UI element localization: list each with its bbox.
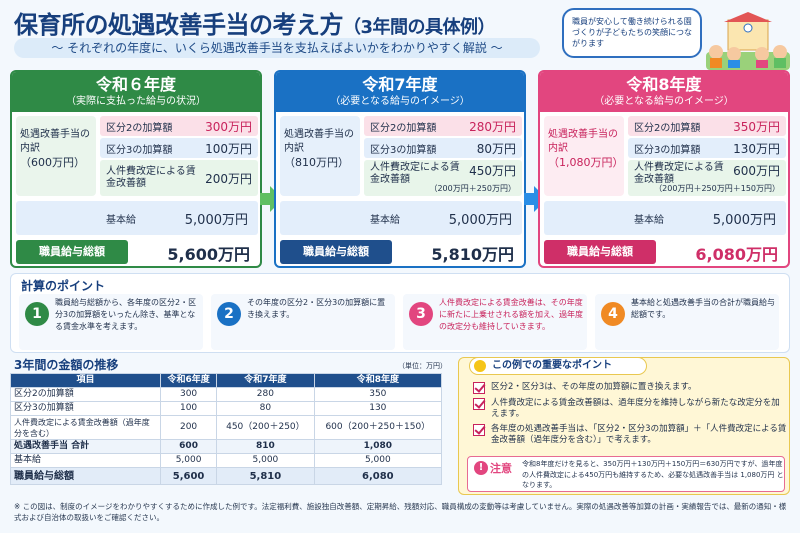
panel-note: （必要となる給与のイメージ） xyxy=(330,96,470,107)
total-salary: 職員給与総額 6,080万円 xyxy=(544,240,786,264)
important-item: 人件費改定による賃金改善額は、過年度分を維持しながら新たな改定分を加えます。 xyxy=(491,398,780,419)
important-points: この例での重要なポイント 区分2・区分3は、その年度の加算額に置き換えます。 人… xyxy=(458,357,790,495)
speech-bubble: 職員が安心して働き続けられる園づくりが子どもたちの笑顔につながります xyxy=(562,8,702,58)
point-2: 2 その年度の区分2・区分3の加算額に置き換えます。 xyxy=(211,294,395,350)
check-icon xyxy=(473,398,485,410)
table-row: 区分3の加算額 100 80 130 xyxy=(10,401,443,416)
panel-note: （実際に支払った給与の状況） xyxy=(66,96,206,107)
table-row: 人件費改定による賃金改善額（過年度分を含む） 200 450（200＋250） 600… xyxy=(10,415,443,440)
panel-year: 令和7年度 xyxy=(362,75,438,94)
table-row: 区分2の加算額 300 280 350 xyxy=(10,387,443,402)
row-wage-revision: 人件費改定による賃金改善額 600万円 （200万円＋250万円＋150万円） xyxy=(628,160,786,196)
breakdown-label: 処遇改善手当の内訳 （600万円） xyxy=(16,116,96,196)
check-icon xyxy=(473,382,485,394)
total-salary: 職員給与総額 5,810万円 xyxy=(280,240,522,264)
lightbulb-icon xyxy=(474,360,486,372)
base-salary: 基本給 5,000万円 xyxy=(16,201,258,235)
table-title: 3年間の金額の推移 xyxy=(14,358,119,372)
table-row: 基本給 5,000 5,000 5,000 xyxy=(10,453,443,468)
school-children-illustration xyxy=(706,12,790,70)
base-salary: 基本給 5,000万円 xyxy=(544,201,786,235)
row-kubun3: 区分3の加算額 130万円 xyxy=(628,138,786,158)
breakdown-detail: （200万円＋250万円） xyxy=(429,184,516,193)
row-wage-revision: 人件費改定による賃金改善額 450万円 （200万円＋250万円） xyxy=(364,160,522,196)
row-kubun2: 区分2の加算額 350万円 xyxy=(628,116,786,136)
base-salary: 基本給 5,000万円 xyxy=(280,201,522,235)
row-kubun2: 区分2の加算額 300万円 xyxy=(100,116,258,136)
arrow-shaft xyxy=(260,193,270,205)
panel-reiwa7: 令和7年度 （必要となる給与のイメージ） 処遇改善手当の内訳 （810万円） 区分2… xyxy=(274,70,526,268)
row-kubun3: 区分3の加算額 100万円 xyxy=(100,138,258,158)
table-unit: （単位：万円） xyxy=(398,362,447,370)
total-salary: 職員給与総額 5,600万円 xyxy=(16,240,258,264)
calc-points: 計算のポイント 1 職員給与総額から、各年度の区分2・区分3の加算額をいったん除き… xyxy=(10,273,790,353)
points-title: 計算のポイント xyxy=(21,279,106,293)
table-header-row: 項目 令和6年度 令和7年度 令和8年度 xyxy=(10,373,443,388)
arrow-shaft xyxy=(524,193,534,205)
breakdown-label: 処遇改善手当の内訳 （1,080万円） xyxy=(544,116,624,196)
caution-text: 令和8年度だけを見ると、350万円＋130万円＋150万円＝630万円ですが、過… xyxy=(522,460,784,489)
panel-year: 令和６年度 xyxy=(95,75,176,94)
row-kubun3: 区分3の加算額 80万円 xyxy=(364,138,522,158)
important-item: 各年度の処遇改善手当は、「区分2・区分3の加算額」＋「人件費改定による賃金改善額… xyxy=(491,424,787,445)
footnote: ※ この図は、制度のイメージをわかりやすくするために作成した例です。法定福利費、… xyxy=(14,502,787,522)
panel-reiwa8: 令和8年度 （必要となる給与のイメージ） 処遇改善手当の内訳 （1,080万円） 区… xyxy=(538,70,790,268)
page-title: 保育所の処遇改善手当の考え方（3年間の具体例） xyxy=(14,11,496,39)
amount-table: 項目 令和6年度 令和7年度 令和8年度 区分2の加算額 300 280 350 区分3の加… xyxy=(10,373,443,485)
exclamation-icon: ! xyxy=(474,461,488,475)
breakdown-detail: （200万円＋250万円＋150万円） xyxy=(654,184,780,193)
caution-label: 注意 xyxy=(490,462,512,475)
row-kubun2: 区分2の加算額 280万円 xyxy=(364,116,522,136)
point-1: 1 職員給与総額から、各年度の区分2・区分3の加算額をいったん除き、基準となる賃金… xyxy=(19,294,203,350)
panel-note: （必要となる給与のイメージ） xyxy=(594,96,734,107)
check-icon xyxy=(473,424,485,436)
row-wage-revision: 人件費改定による賃金改善額 200万円 xyxy=(100,160,258,196)
important-title: この例での重要なポイント xyxy=(469,357,647,375)
point-3: 3 人件費改定による賃金改善は、その年度に新たに上乗せされる額を加え、過年度の改定… xyxy=(403,294,587,350)
panel-year: 令和8年度 xyxy=(626,75,702,94)
table-row: 処遇改善手当 合計 600 810 1,080 xyxy=(10,439,443,454)
panel-reiwa6: 令和６年度 （実際に支払った給与の状況） 処遇改善手当の内訳 （600万円） 区分2… xyxy=(10,70,262,268)
table-row: 職員給与総額 5,600 5,810 6,080 xyxy=(10,467,443,485)
point-4: 4 基本給と処遇改善手当の合計が職員給与総額です。 xyxy=(595,294,779,350)
page-subtitle: ～ それぞれの年度に、いくら処遇改善手当を支払えばよいかをわかりやすく解説 ～ xyxy=(14,38,540,58)
important-item: 区分2・区分3は、その年度の加算額に置き換えます。 xyxy=(491,382,697,392)
caution-box: ! 注意 令和8年度だけを見ると、350万円＋130万円＋150万円＝630万円… xyxy=(467,456,785,492)
breakdown-label: 処遇改善手当の内訳 （810万円） xyxy=(280,116,360,196)
